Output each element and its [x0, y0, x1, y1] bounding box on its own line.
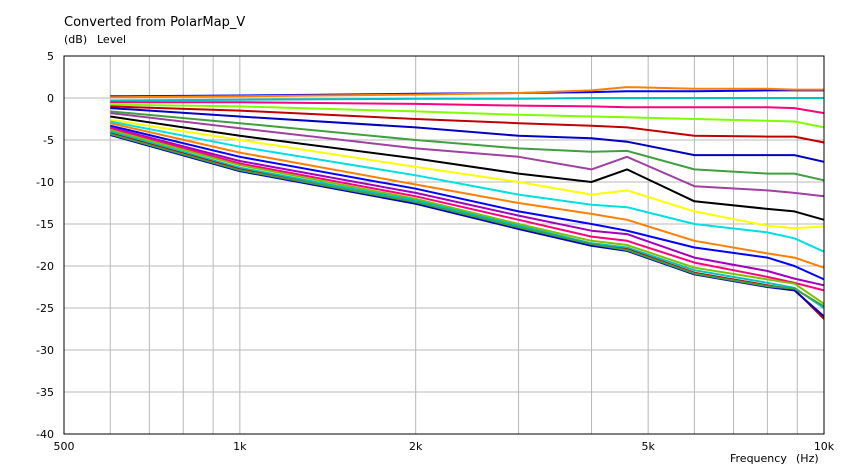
series-line-7: [110, 107, 825, 163]
y-tick-label: -20: [36, 260, 54, 273]
series-line-2: [110, 86, 824, 99]
series-line-20: [110, 134, 825, 318]
series-line-21: [110, 133, 825, 308]
x-tick-label: 500: [54, 440, 75, 453]
x-axis-unit: (Hz): [796, 452, 819, 465]
series-line-11: [110, 118, 825, 230]
x-tick-label: 5k: [641, 440, 655, 453]
y-axis-unit: (dB): [64, 33, 87, 46]
series-line-5: [110, 103, 825, 129]
series-line-14: [110, 124, 825, 281]
y-tick-label: -30: [36, 344, 54, 357]
series-line-8: [110, 110, 825, 182]
y-tick-label: 5: [47, 50, 54, 63]
y-tick-label: -35: [36, 386, 54, 399]
series-line-3: [110, 97, 824, 102]
series-line-12: [110, 120, 825, 253]
y-tick-label: -40: [36, 428, 54, 441]
x-axis-label: Frequency: [730, 452, 787, 465]
series-group: [110, 86, 825, 320]
y-axis-label: Level: [97, 33, 126, 46]
y-tick-label: 0: [47, 92, 54, 105]
x-tick-labels: 500 1k 2k 5k 10k: [54, 440, 835, 453]
plot-frame: [63, 55, 825, 435]
series-line-13: [110, 122, 825, 269]
series-line-9: [110, 112, 825, 198]
chart-title: Converted from PolarMap_V: [64, 15, 245, 30]
series-line-6: [110, 105, 825, 144]
series-line-10: [110, 115, 825, 221]
series-line-4: [110, 101, 825, 115]
y-tick-label: -25: [36, 302, 54, 315]
series-line-18: [110, 130, 825, 309]
series-line-15: [110, 126, 825, 287]
x-tick-label: 2k: [409, 440, 423, 453]
x-tick-label: 10k: [814, 440, 835, 453]
y-tick-label: -10: [36, 176, 54, 189]
y-tick-labels: 5 0 -5 -10 -15 -20 -25 -30 -35 -40: [36, 50, 54, 441]
series-line-16: [110, 127, 825, 292]
x-tick-label: 1k: [233, 440, 247, 453]
series-line-17: [110, 128, 825, 305]
y-tick-label: -15: [36, 218, 54, 231]
y-tick-label: -5: [43, 134, 54, 147]
